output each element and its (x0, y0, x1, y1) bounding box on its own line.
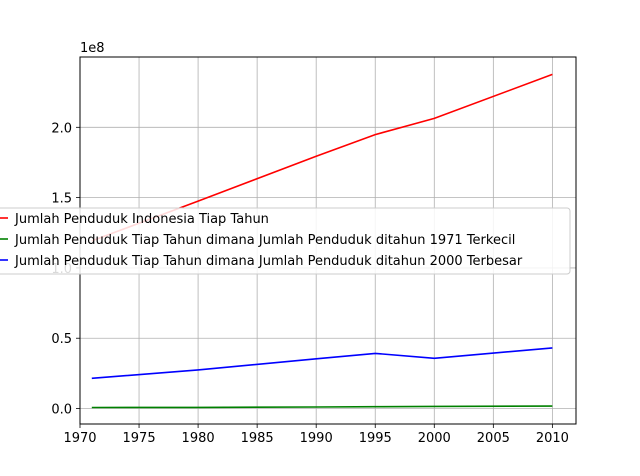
y-tick-label: 0.5 (51, 332, 72, 347)
y-offset-text: 1e8 (80, 41, 105, 56)
x-tick-label: 1980 (182, 431, 215, 446)
y-tick-label: 2.0 (51, 121, 72, 136)
legend-label: Jumlah Penduduk Tiap Tahun dimana Jumlah… (14, 254, 523, 269)
y-tick-label: 0.0 (51, 403, 72, 418)
x-tick-label: 2010 (536, 431, 569, 446)
x-tick-label: 1985 (241, 431, 274, 446)
x-tick-label: 1990 (300, 431, 333, 446)
series-line (91, 347, 553, 380)
axis-ticks: 1970 1975 1980 1985 1990 1995 2000 2005 2010 0.0 0… (51, 121, 569, 446)
x-tick-label: 2005 (477, 431, 510, 446)
legend: Jumlah Penduduk Indonesia Tiap Tahun Juml… (0, 207, 571, 275)
legend-label: Jumlah Penduduk Tiap Tahun dimana Jumlah… (14, 233, 515, 248)
series-line (91, 405, 553, 409)
legend-label: Jumlah Penduduk Indonesia Tiap Tahun (14, 212, 269, 227)
x-tick-label: 2000 (418, 431, 451, 446)
x-tick-label: 1970 (63, 431, 96, 446)
legend-box (0, 207, 571, 275)
y-tick-label: 1.5 (51, 192, 72, 207)
x-tick-label: 1975 (123, 431, 156, 446)
x-tick-label: 1995 (359, 431, 392, 446)
